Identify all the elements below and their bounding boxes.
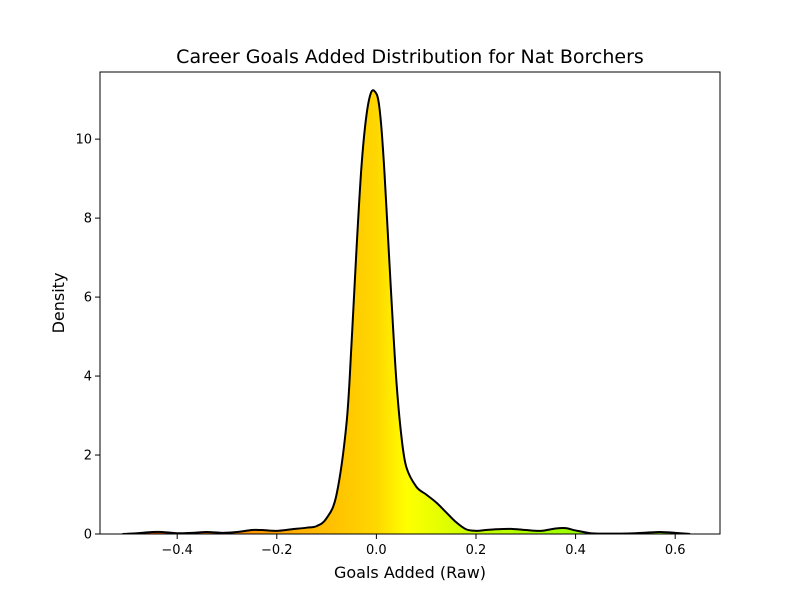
x-tick-label: −0.2 [261, 543, 293, 558]
plot-frame [99, 71, 721, 535]
plot-area [99, 71, 721, 535]
x-axis-label: Goals Added (Raw) [334, 563, 486, 582]
chart-title: Career Goals Added Distribution for Nat … [176, 46, 644, 68]
x-tick-label: 0.4 [565, 543, 586, 558]
y-axis-label: Density [49, 273, 68, 334]
y-tick-label: 10 [75, 133, 92, 148]
x-tick-label: 0.0 [366, 543, 387, 558]
y-tick-label: 8 [84, 212, 92, 227]
x-axis: −0.4 −0.2 0.0 0.2 0.4 0.6 [161, 534, 686, 558]
x-tick-label: 0.6 [665, 543, 686, 558]
y-tick-label: 4 [84, 370, 92, 385]
y-tick-label: 6 [84, 291, 92, 306]
density-curve-line [122, 89, 691, 534]
y-tick-label: 2 [84, 449, 92, 464]
x-tick-label: −0.4 [161, 543, 193, 558]
y-tick-label: 0 [84, 528, 92, 543]
y-axis: 0 2 4 6 8 10 [75, 133, 100, 543]
x-tick-label: 0.2 [466, 543, 487, 558]
